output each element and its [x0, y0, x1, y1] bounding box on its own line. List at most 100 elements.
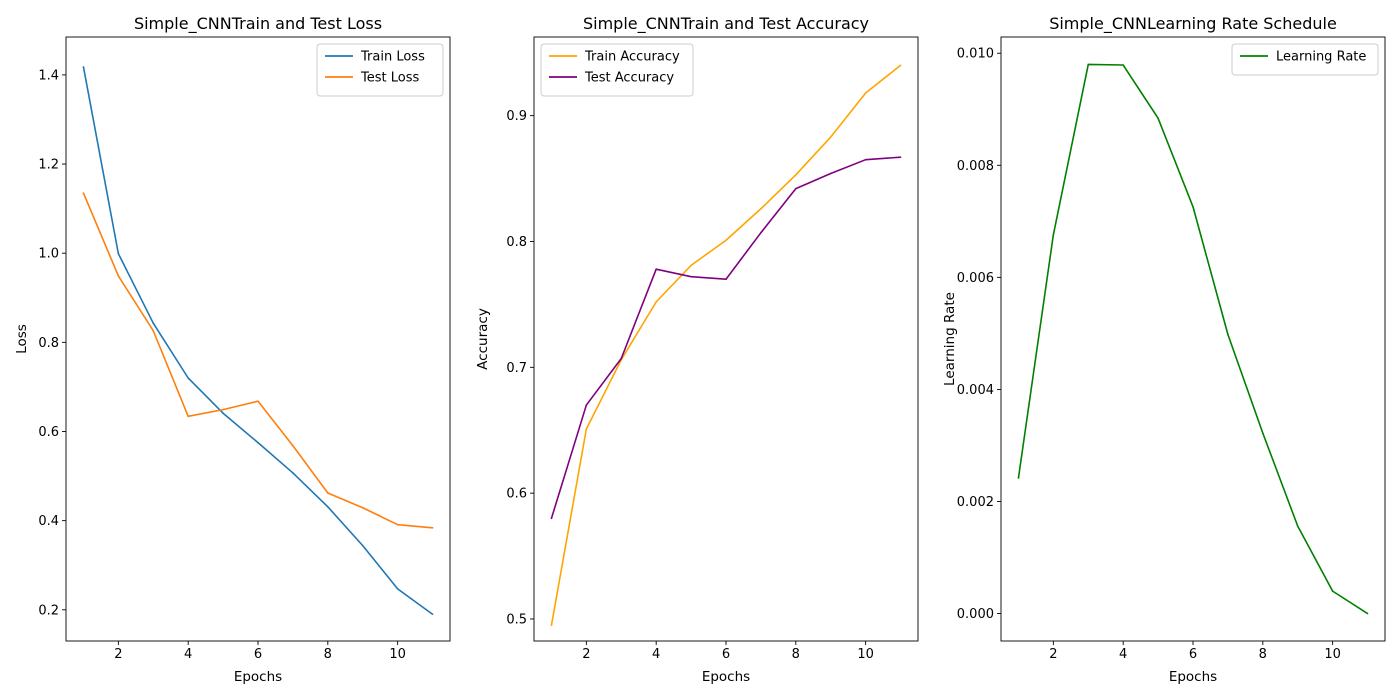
- legend-box: [540, 43, 694, 97]
- legend-label-2: Test Accuracy: [584, 71, 674, 86]
- data-point: [292, 472, 294, 474]
- y-tick-label: 0.008: [957, 159, 994, 174]
- y-tick-label: 0.2: [38, 603, 59, 618]
- plot-area: [1000, 36, 1386, 642]
- data-point: [899, 64, 902, 67]
- data-point: [760, 231, 762, 234]
- data-point: [1087, 63, 1090, 66]
- chart-panel-1: 2 4 6 8 10 0.2 0.4 0.6 0.8 1.0 1.2 1.4 Simple_CNNTra…: [14, 14, 451, 685]
- data-point: [1017, 477, 1020, 479]
- data-point: [1122, 64, 1124, 66]
- data-point: [725, 239, 727, 242]
- y-tick-label: 0.002: [957, 495, 994, 510]
- data-point: [117, 275, 120, 277]
- data-point: [1227, 333, 1229, 336]
- data-point: [1157, 117, 1159, 120]
- data-point: [829, 136, 832, 138]
- x-axis-label: Epochs: [702, 669, 750, 685]
- data-point: [620, 357, 623, 360]
- y-tick-label: 1.0: [38, 247, 59, 262]
- data-point: [1052, 233, 1055, 236]
- x-tick-label: 6: [722, 647, 730, 662]
- y-tick-label: 0.004: [957, 383, 994, 398]
- x-tick-label: 8: [324, 647, 332, 662]
- data-point: [327, 506, 329, 508]
- data-point: [690, 275, 692, 278]
- y-axis-label: Accuracy: [475, 308, 491, 370]
- x-tick-label: 2: [582, 647, 590, 662]
- x-tick-label: 2: [114, 647, 122, 662]
- legend: Learning Rate: [1231, 43, 1379, 76]
- plot-area: [533, 36, 919, 642]
- y-tick-label: 0.8: [38, 336, 59, 351]
- y-tick-label: 0.6: [506, 487, 527, 502]
- data-point: [1366, 612, 1369, 615]
- data-point: [361, 544, 364, 547]
- data-point: [585, 428, 588, 430]
- y-tick-label: 0.5: [506, 612, 527, 627]
- data-point: [655, 268, 657, 270]
- data-point: [1331, 590, 1334, 592]
- y-tick-label: 1.4: [38, 68, 59, 83]
- x-tick-label: 6: [254, 647, 262, 662]
- data-point: [152, 329, 155, 332]
- data-point: [829, 172, 832, 175]
- x-axis-label: Epochs: [234, 669, 282, 685]
- x-tick-label: 4: [1119, 647, 1127, 662]
- data-point: [117, 252, 120, 255]
- data-point: [899, 156, 902, 158]
- y-tick-label: 1.2: [38, 158, 59, 173]
- y-tick-label: 0.8: [506, 235, 527, 250]
- data-point: [655, 301, 657, 303]
- legend-box: [316, 43, 444, 97]
- y-tick-label: 0.6: [38, 425, 59, 440]
- chart-title: Simple_CNNTrain and Test Accuracy: [583, 14, 869, 34]
- x-tick-label: 8: [1259, 647, 1267, 662]
- data-point: [795, 187, 797, 190]
- plot-area: [65, 36, 451, 642]
- data-point: [760, 207, 762, 210]
- data-point: [550, 624, 553, 627]
- data-point: [725, 278, 727, 281]
- data-point: [431, 613, 434, 616]
- y-tick-label: 0.7: [506, 361, 527, 376]
- x-tick-label: 4: [652, 647, 660, 662]
- data-point: [1192, 205, 1194, 208]
- data-point: [431, 526, 434, 529]
- x-tick-label: 6: [1189, 647, 1197, 662]
- data-point: [152, 322, 155, 324]
- chart-title: Simple_CNNLearning Rate Schedule: [1049, 14, 1337, 34]
- x-tick-label: 8: [792, 647, 800, 662]
- x-tick-label: 10: [389, 647, 406, 662]
- x-tick-label: 10: [857, 647, 874, 662]
- legend-label-1: Train Loss: [360, 50, 425, 65]
- data-point: [864, 92, 867, 94]
- data-point: [187, 415, 189, 418]
- chart-panel-2: 2 4 6 8 10 0.5 0.6 0.7 0.8 0.9 Simple_CNNTrain and…: [475, 14, 919, 685]
- legend-label-1: Train Accuracy: [584, 50, 680, 65]
- y-tick-label: 0.9: [506, 109, 527, 124]
- y-tick-label: 0.010: [957, 47, 994, 62]
- data-point: [550, 517, 553, 520]
- data-point: [257, 441, 259, 444]
- legend: Train Loss Test Loss: [316, 43, 444, 97]
- data-point: [864, 158, 867, 161]
- chart-panel-3: 2 4 6 8 10 0.000 0.002 0.004 0.006 0.008 0.010 Simp…: [942, 14, 1386, 685]
- x-tick-label: 4: [184, 647, 192, 662]
- data-point: [396, 523, 399, 526]
- y-axis-label: Loss: [14, 324, 30, 354]
- y-tick-label: 0.006: [957, 271, 994, 286]
- data-point: [257, 400, 259, 402]
- legend-label-2: Test Loss: [360, 71, 419, 86]
- y-tick-label: 0.000: [957, 607, 994, 622]
- x-axis-label: Epochs: [1169, 669, 1217, 685]
- y-tick-label: 0.4: [38, 514, 59, 529]
- legend-label-1: Learning Rate: [1276, 50, 1366, 65]
- data-point: [795, 173, 797, 176]
- data-point: [222, 408, 224, 411]
- data-point: [1262, 432, 1264, 434]
- data-point: [187, 377, 189, 379]
- data-point: [1296, 525, 1299, 527]
- y-axis-label: Learning Rate: [942, 292, 958, 386]
